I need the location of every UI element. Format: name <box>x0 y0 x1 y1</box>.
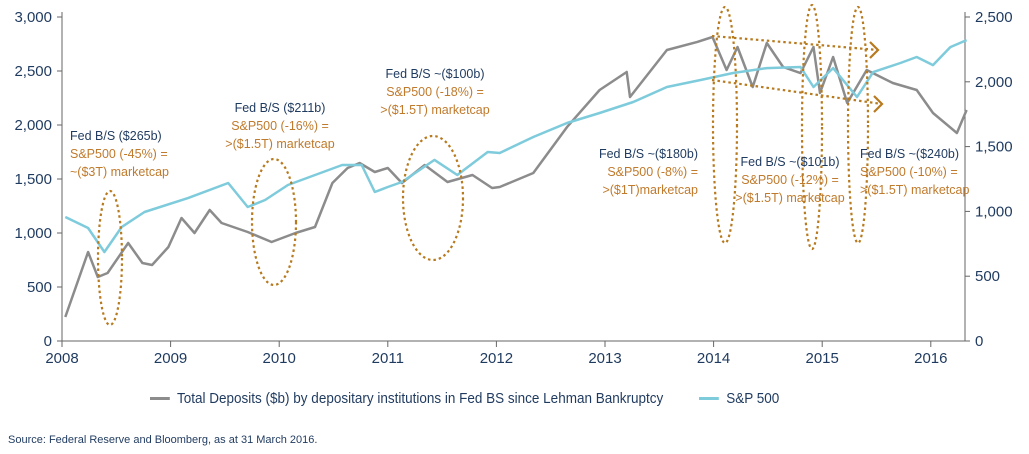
y-right-tick-label: 2,000 <box>975 74 1013 91</box>
annotation-fed-bs: Fed B/S ~($240b) <box>860 147 959 161</box>
arrowhead-icon <box>869 41 880 59</box>
y-right-tick-label: 2,500 <box>975 9 1013 26</box>
x-tick-label: 2015 <box>806 350 839 367</box>
annotation-fed-bs: Fed B/S ($211b) <box>235 101 326 115</box>
legend-swatch-sp500 <box>699 397 720 400</box>
x-tick-label: 2011 <box>372 350 404 367</box>
dotted-ellipse-highlight <box>846 5 870 245</box>
annotation-marketcap: ~($3T) marketcap <box>70 165 169 179</box>
annotation-marketcap: >($1.5T) marketcap <box>225 137 334 151</box>
y-left-tick-label: 2,500 <box>14 63 52 80</box>
y-left-tick-label: 0 <box>44 333 52 350</box>
x-tick-label: 2008 <box>45 350 78 367</box>
y-left-tick-label: 3,000 <box>14 9 52 26</box>
sp500-line <box>64 38 968 254</box>
legend-label-deposits: Total Deposits ($b) by depositary instit… <box>177 390 664 407</box>
annotation-marketcap: >($1.5T) marketcap <box>735 191 844 205</box>
y-left-tick-label: 1,000 <box>14 225 52 242</box>
annotation-fed-bs: Fed B/S ~($180b) <box>599 147 698 161</box>
legend-label-sp500: S&P 500 <box>726 390 780 407</box>
annotation-sp500: S&P500 (-10%) = <box>860 165 958 179</box>
x-tick-label: 2012 <box>480 350 513 367</box>
y-left-tick-label: 500 <box>27 279 52 296</box>
y-right-tick-label: 1,500 <box>975 139 1013 156</box>
y-left-tick-label: 2,000 <box>14 117 52 134</box>
annotation-sp500: S&P500 (-45%) = <box>70 147 168 161</box>
y-right-tick-label: 500 <box>975 268 1000 285</box>
annotation-fed-bs: Fed B/S ~($101b) <box>740 155 839 169</box>
annotation-marketcap: >($1T)marketcap <box>602 183 698 197</box>
y-right-tick-label: 1,000 <box>975 203 1013 220</box>
annotation-sp500: S&P500 (-12%) = <box>741 173 839 187</box>
annotation-sp500: S&P500 (-8%) = <box>607 165 698 179</box>
annotation-fed-bs: Fed B/S ($265b) <box>70 129 162 143</box>
dotted-ellipse-highlight <box>711 5 739 245</box>
dotted-ellipse-highlight <box>96 189 124 327</box>
x-tick-label: 2014 <box>697 350 730 367</box>
x-tick-label: 2009 <box>154 350 187 367</box>
annotation-marketcap: >($1.5T) marketcap <box>380 103 489 117</box>
deposits-line <box>64 35 968 318</box>
annotation-sp500: S&P500 (-18%) = <box>386 85 484 99</box>
source-note: Source: Federal Reserve and Bloomberg, a… <box>8 434 318 446</box>
annotation-fed-bs: Fed B/S ~($100b) <box>385 67 484 81</box>
y-left-tick-label: 1,500 <box>14 171 52 188</box>
dotted-ellipse-highlight <box>800 3 824 251</box>
annotation-marketcap: >($1.5T) marketcap <box>860 183 969 197</box>
legend: Total Deposits ($b) by depositary instit… <box>150 390 779 407</box>
dotted-ellipse-highlight <box>250 157 298 287</box>
x-tick-label: 2013 <box>588 350 621 367</box>
arrowhead-icon <box>873 95 884 113</box>
dotted-trend-arrow <box>711 78 883 106</box>
y-right-tick-label: 0 <box>975 333 983 350</box>
x-tick-label: 2010 <box>263 350 296 367</box>
legend-swatch-deposits <box>150 397 170 400</box>
x-tick-label: 2016 <box>914 350 947 367</box>
annotation-sp500: S&P500 (-16%) = <box>231 119 329 133</box>
dotted-ellipse-highlight <box>401 134 465 262</box>
dotted-trend-arrow <box>711 34 879 52</box>
